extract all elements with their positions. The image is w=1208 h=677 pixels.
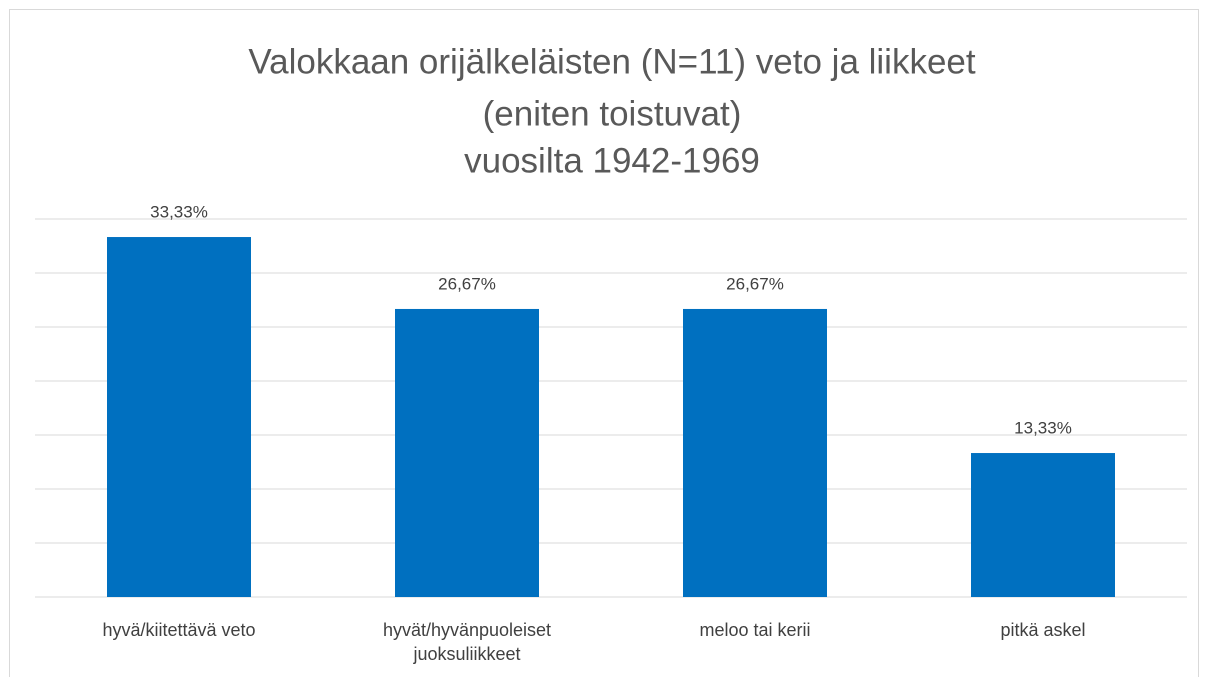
data-label: 13,33% — [1014, 419, 1072, 438]
data-label: 33,33% — [150, 203, 208, 222]
chart-title: vuosilta 1942-1969 — [464, 141, 760, 180]
data-label: 26,67% — [726, 274, 784, 293]
x-tick-label: pitkä askel — [1000, 620, 1086, 640]
data-label: 26,67% — [438, 274, 496, 293]
bar — [395, 308, 539, 597]
x-tick-label: hyvä/kiitettävä veto — [102, 620, 256, 640]
x-tick-label: meloo tai kerii — [699, 620, 811, 640]
chart-title: (eniten toistuvat) — [483, 94, 742, 133]
bar — [683, 308, 827, 597]
chart-title: Valokkaan orijälkeläisten (N=11) veto ja… — [248, 42, 976, 81]
bar — [107, 237, 251, 597]
x-tick-label: hyvät/hyvänpuoleiset juoksuliikkeet — [382, 620, 552, 664]
bar — [971, 453, 1115, 597]
